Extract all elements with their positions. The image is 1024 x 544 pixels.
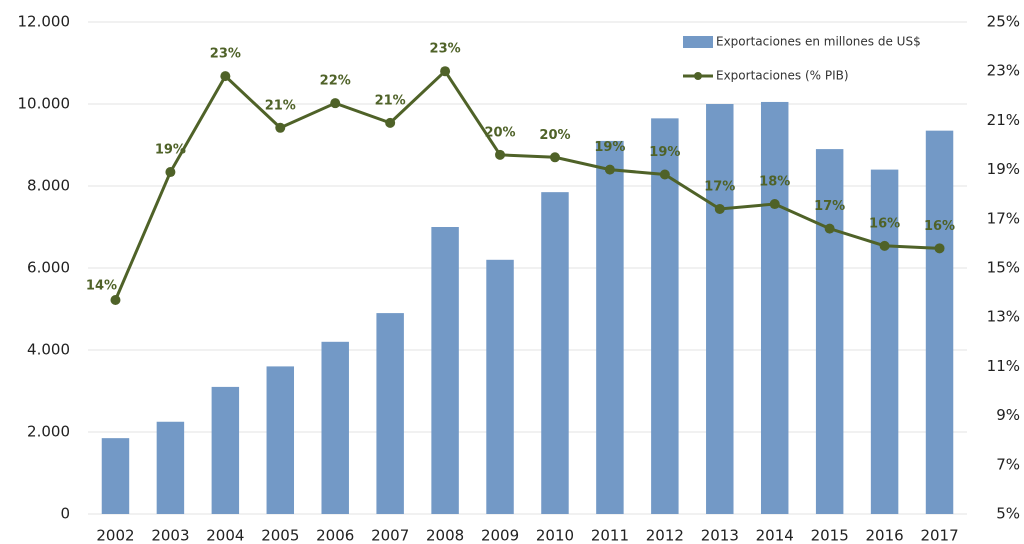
bar xyxy=(870,169,899,514)
line-point xyxy=(659,169,670,180)
y2-tick-label: 25% xyxy=(987,13,1020,31)
x-tick-label: 2004 xyxy=(206,527,244,544)
line-point xyxy=(385,117,396,128)
y-tick-label: 8.000 xyxy=(27,177,70,195)
y2-tick-label: 15% xyxy=(987,259,1020,277)
line-point xyxy=(879,240,890,251)
x-tick-label: 2007 xyxy=(371,527,409,544)
line-point xyxy=(110,294,121,305)
bar xyxy=(541,192,569,514)
data-label: 19% xyxy=(155,143,186,158)
y2-tick-label: 13% xyxy=(987,308,1020,326)
y-tick-label: 4.000 xyxy=(27,341,70,359)
x-tick-label: 2011 xyxy=(591,527,629,544)
line-point xyxy=(165,167,176,178)
data-label: 21% xyxy=(375,93,406,108)
bar xyxy=(651,118,679,514)
line-point xyxy=(275,122,286,133)
x-tick-label: 2005 xyxy=(261,527,299,544)
x-tick-label: 2002 xyxy=(96,527,134,544)
y2-tick-label: 11% xyxy=(987,357,1020,375)
y2-tick-label: 19% xyxy=(987,160,1020,178)
y-tick-label: 6.000 xyxy=(27,259,70,277)
y2-tick-label: 17% xyxy=(987,209,1020,227)
bar xyxy=(596,140,624,514)
x-tick-label: 2013 xyxy=(701,527,739,544)
line xyxy=(114,68,940,301)
data-label: 18% xyxy=(759,175,790,190)
data-label: 14% xyxy=(86,278,117,293)
data-label: 17% xyxy=(814,199,845,214)
data-label: 23% xyxy=(430,42,461,57)
line-point xyxy=(769,199,780,210)
bar xyxy=(486,259,514,514)
bar xyxy=(211,386,240,514)
line-point xyxy=(330,98,341,109)
legend-label: Exportaciones (% PIB) xyxy=(716,69,849,83)
bar xyxy=(760,101,789,514)
data-label: 20% xyxy=(484,125,515,140)
legend-swatch xyxy=(694,72,702,80)
y2-tick-label: 7% xyxy=(996,455,1020,473)
x-tick-label: 2003 xyxy=(151,527,189,544)
line-point xyxy=(220,71,231,82)
bar xyxy=(815,149,844,514)
bar xyxy=(706,104,734,514)
x-tick-label: 2016 xyxy=(866,527,904,544)
bar xyxy=(321,341,349,514)
line-point xyxy=(824,223,835,234)
data-label: 22% xyxy=(320,74,351,89)
data-label: 16% xyxy=(869,216,900,231)
y-tick-label: 10.000 xyxy=(18,95,71,113)
line-point xyxy=(604,164,615,175)
x-tick-label: 2009 xyxy=(481,527,519,544)
x-tick-label: 2014 xyxy=(756,527,794,544)
line-point xyxy=(549,152,560,163)
y2-tick-label: 5% xyxy=(996,505,1020,523)
x-tick-label: 2017 xyxy=(920,527,958,544)
data-label: 19% xyxy=(594,140,625,155)
x-tick-label: 2012 xyxy=(646,527,684,544)
y-tick-label: 0 xyxy=(60,505,70,523)
legend-label: Exportaciones en millones de US$ xyxy=(716,35,921,49)
x-tick-label: 2015 xyxy=(811,527,849,544)
bar xyxy=(925,130,954,514)
x-tick-label: 2010 xyxy=(536,527,574,544)
y2-tick-label: 9% xyxy=(996,406,1020,424)
y-tick-label: 2.000 xyxy=(27,423,70,441)
line-point xyxy=(440,66,451,77)
data-label: 21% xyxy=(265,98,296,113)
bar xyxy=(101,438,130,514)
line-point xyxy=(934,243,945,254)
bar xyxy=(376,313,404,514)
legend-swatch xyxy=(683,36,713,48)
x-tick-label: 2006 xyxy=(316,527,354,544)
data-label: 23% xyxy=(210,47,241,62)
data-label: 17% xyxy=(704,179,735,194)
bar xyxy=(266,366,295,514)
x-tick-label: 2008 xyxy=(426,527,464,544)
bar xyxy=(156,421,185,514)
data-label: 16% xyxy=(924,219,955,234)
y-tick-label: 12.000 xyxy=(18,13,71,31)
data-label: 20% xyxy=(539,128,570,143)
data-label: 19% xyxy=(649,145,680,160)
y2-tick-label: 21% xyxy=(987,111,1020,129)
bar xyxy=(431,227,459,514)
y2-tick-label: 23% xyxy=(987,62,1020,80)
line-point xyxy=(495,149,506,160)
line-point xyxy=(714,203,725,214)
